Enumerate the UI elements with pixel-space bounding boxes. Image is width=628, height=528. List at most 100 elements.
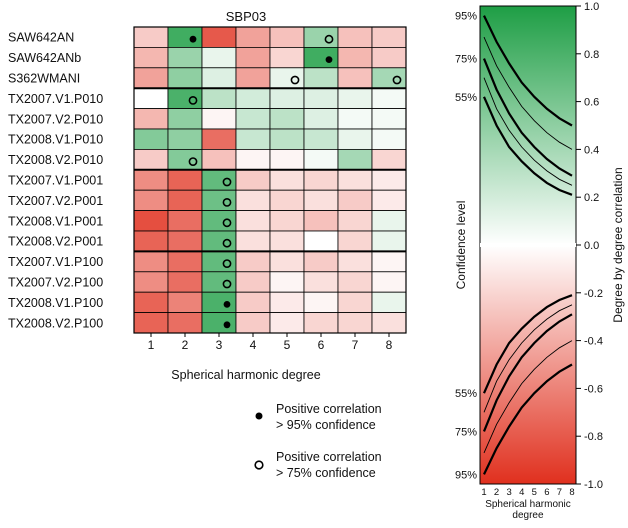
heatmap-cell — [235, 230, 271, 252]
correlation-y-label: Degree by degree correlation — [611, 167, 625, 322]
model-label: TX2008.V2.P010 — [8, 153, 103, 167]
heatmap-cell — [269, 169, 305, 191]
heatmap-cell — [235, 271, 271, 293]
heatmap-cell — [303, 189, 339, 211]
confidence-x-tick-label: 2 — [494, 487, 499, 498]
heatmap-x-ticks: 1 2 3 4 5 6 7 8 — [148, 333, 393, 352]
heatmap-cell — [337, 67, 373, 89]
heatmap-cell — [269, 210, 305, 232]
marker-75 — [392, 75, 402, 85]
heatmap-cell — [235, 189, 271, 211]
heatmap-cell — [133, 148, 169, 171]
legend-item-95-line1: Positive correlation — [276, 402, 382, 416]
marker-75 — [222, 238, 232, 248]
heatmap-cell — [371, 250, 407, 273]
heatmap-cell — [337, 189, 373, 211]
heatmap-cell — [269, 87, 305, 109]
heatmap-cell — [201, 148, 237, 171]
heatmap-cell — [371, 47, 407, 69]
model-label: TX2008.V2.P001 — [8, 235, 103, 249]
heatmap-cell — [303, 210, 339, 232]
marker-75 — [222, 218, 232, 228]
marker-75 — [188, 96, 198, 105]
heatmap-cell — [201, 128, 237, 150]
y-tick-label: 1.0 — [584, 1, 599, 13]
model-label: TX2007.V1.P100 — [8, 255, 103, 269]
model-label: TX2007.V2.P010 — [8, 112, 103, 126]
heatmap-cell — [303, 128, 339, 150]
heatmap-x-label: Spherical harmonic degree — [171, 368, 320, 382]
heatmap-cell — [269, 26, 305, 48]
heatmap-cell — [167, 128, 203, 150]
heatmap-cell — [303, 108, 339, 130]
x-tick-label: 2 — [182, 338, 189, 352]
model-label: TX2008.V1.P010 — [8, 133, 103, 147]
model-label: TX2007.V2.P001 — [8, 194, 103, 208]
heatmap-cell — [337, 271, 373, 293]
heatmap-cell — [133, 87, 169, 109]
confidence-curve-95 — [483, 363, 573, 475]
heatmap-cell — [337, 108, 373, 130]
confidence-curves — [480, 15, 576, 475]
heatmap-cell — [269, 47, 305, 69]
model-label: TX2008.V2.P100 — [8, 316, 103, 330]
confidence-curve-55 — [482, 96, 573, 196]
model-label: TX2008.V1.P100 — [8, 296, 103, 310]
y-tick-label: 0.4 — [584, 144, 599, 156]
marker-75 — [290, 75, 300, 85]
heatmap-cell — [235, 67, 271, 89]
heatmap-cell — [371, 87, 407, 109]
model-label: TX2008.V1.P001 — [8, 214, 103, 228]
heatmap-cell — [201, 312, 237, 334]
marker-75 — [188, 157, 198, 166]
marker-95 — [189, 35, 197, 43]
legend-item-95-line2: > 95% confidence — [276, 418, 376, 432]
heatmap-cell — [337, 230, 373, 252]
confidence-level-label: 55% — [455, 388, 477, 400]
heatmap-cell — [337, 87, 373, 109]
heatmap-cell — [167, 230, 203, 252]
heatmap-cell — [303, 230, 339, 252]
heatmap-cell — [167, 271, 203, 293]
heatmap-cell — [167, 67, 203, 89]
confidence-level-label: 75% — [455, 54, 477, 66]
confidence-x-tick-label: 5 — [532, 487, 537, 498]
heatmap-cell — [337, 128, 373, 150]
y-tick-label: -0.4 — [584, 336, 603, 348]
x-tick-label: 1 — [148, 338, 155, 352]
heatmap-cell — [269, 189, 305, 211]
heatmap-cell — [133, 312, 169, 334]
heatmap-cell — [167, 312, 203, 334]
marker-95 — [325, 56, 333, 63]
heatmap-cell — [235, 169, 271, 191]
heatmap-cell — [269, 250, 305, 273]
heatmap-cell — [133, 128, 169, 150]
model-label: TX2007.V1.P010 — [8, 92, 103, 106]
confidence-level-label: 95% — [455, 469, 477, 481]
heatmap-cell — [303, 291, 339, 314]
heatmap-cell — [167, 250, 203, 273]
model-label: S362WMANI — [8, 72, 80, 86]
heatmap-cell — [235, 47, 271, 69]
marker-75 — [222, 197, 232, 207]
marker-95 — [223, 321, 231, 329]
heatmap-cell — [133, 26, 169, 48]
heatmap-cell — [167, 169, 203, 191]
heatmap-cell — [133, 271, 169, 293]
heatmap-cell — [337, 26, 373, 48]
legend-item-75-line1: Positive correlation — [276, 450, 382, 464]
confidence-level-label: 55% — [455, 92, 477, 104]
heatmap-cell — [133, 169, 169, 191]
heatmap-cell — [371, 312, 407, 334]
model-label: SAW642ANb — [8, 51, 81, 65]
heatmap-cell — [167, 26, 203, 48]
heatmap-cell — [235, 250, 271, 273]
confidence-curve-55 — [482, 294, 573, 394]
heatmap-cell — [167, 291, 203, 314]
intermediate-curve — [483, 304, 573, 413]
heatmap-cell — [133, 250, 169, 273]
heatmap-cell — [269, 230, 305, 252]
heatmap — [133, 26, 407, 334]
